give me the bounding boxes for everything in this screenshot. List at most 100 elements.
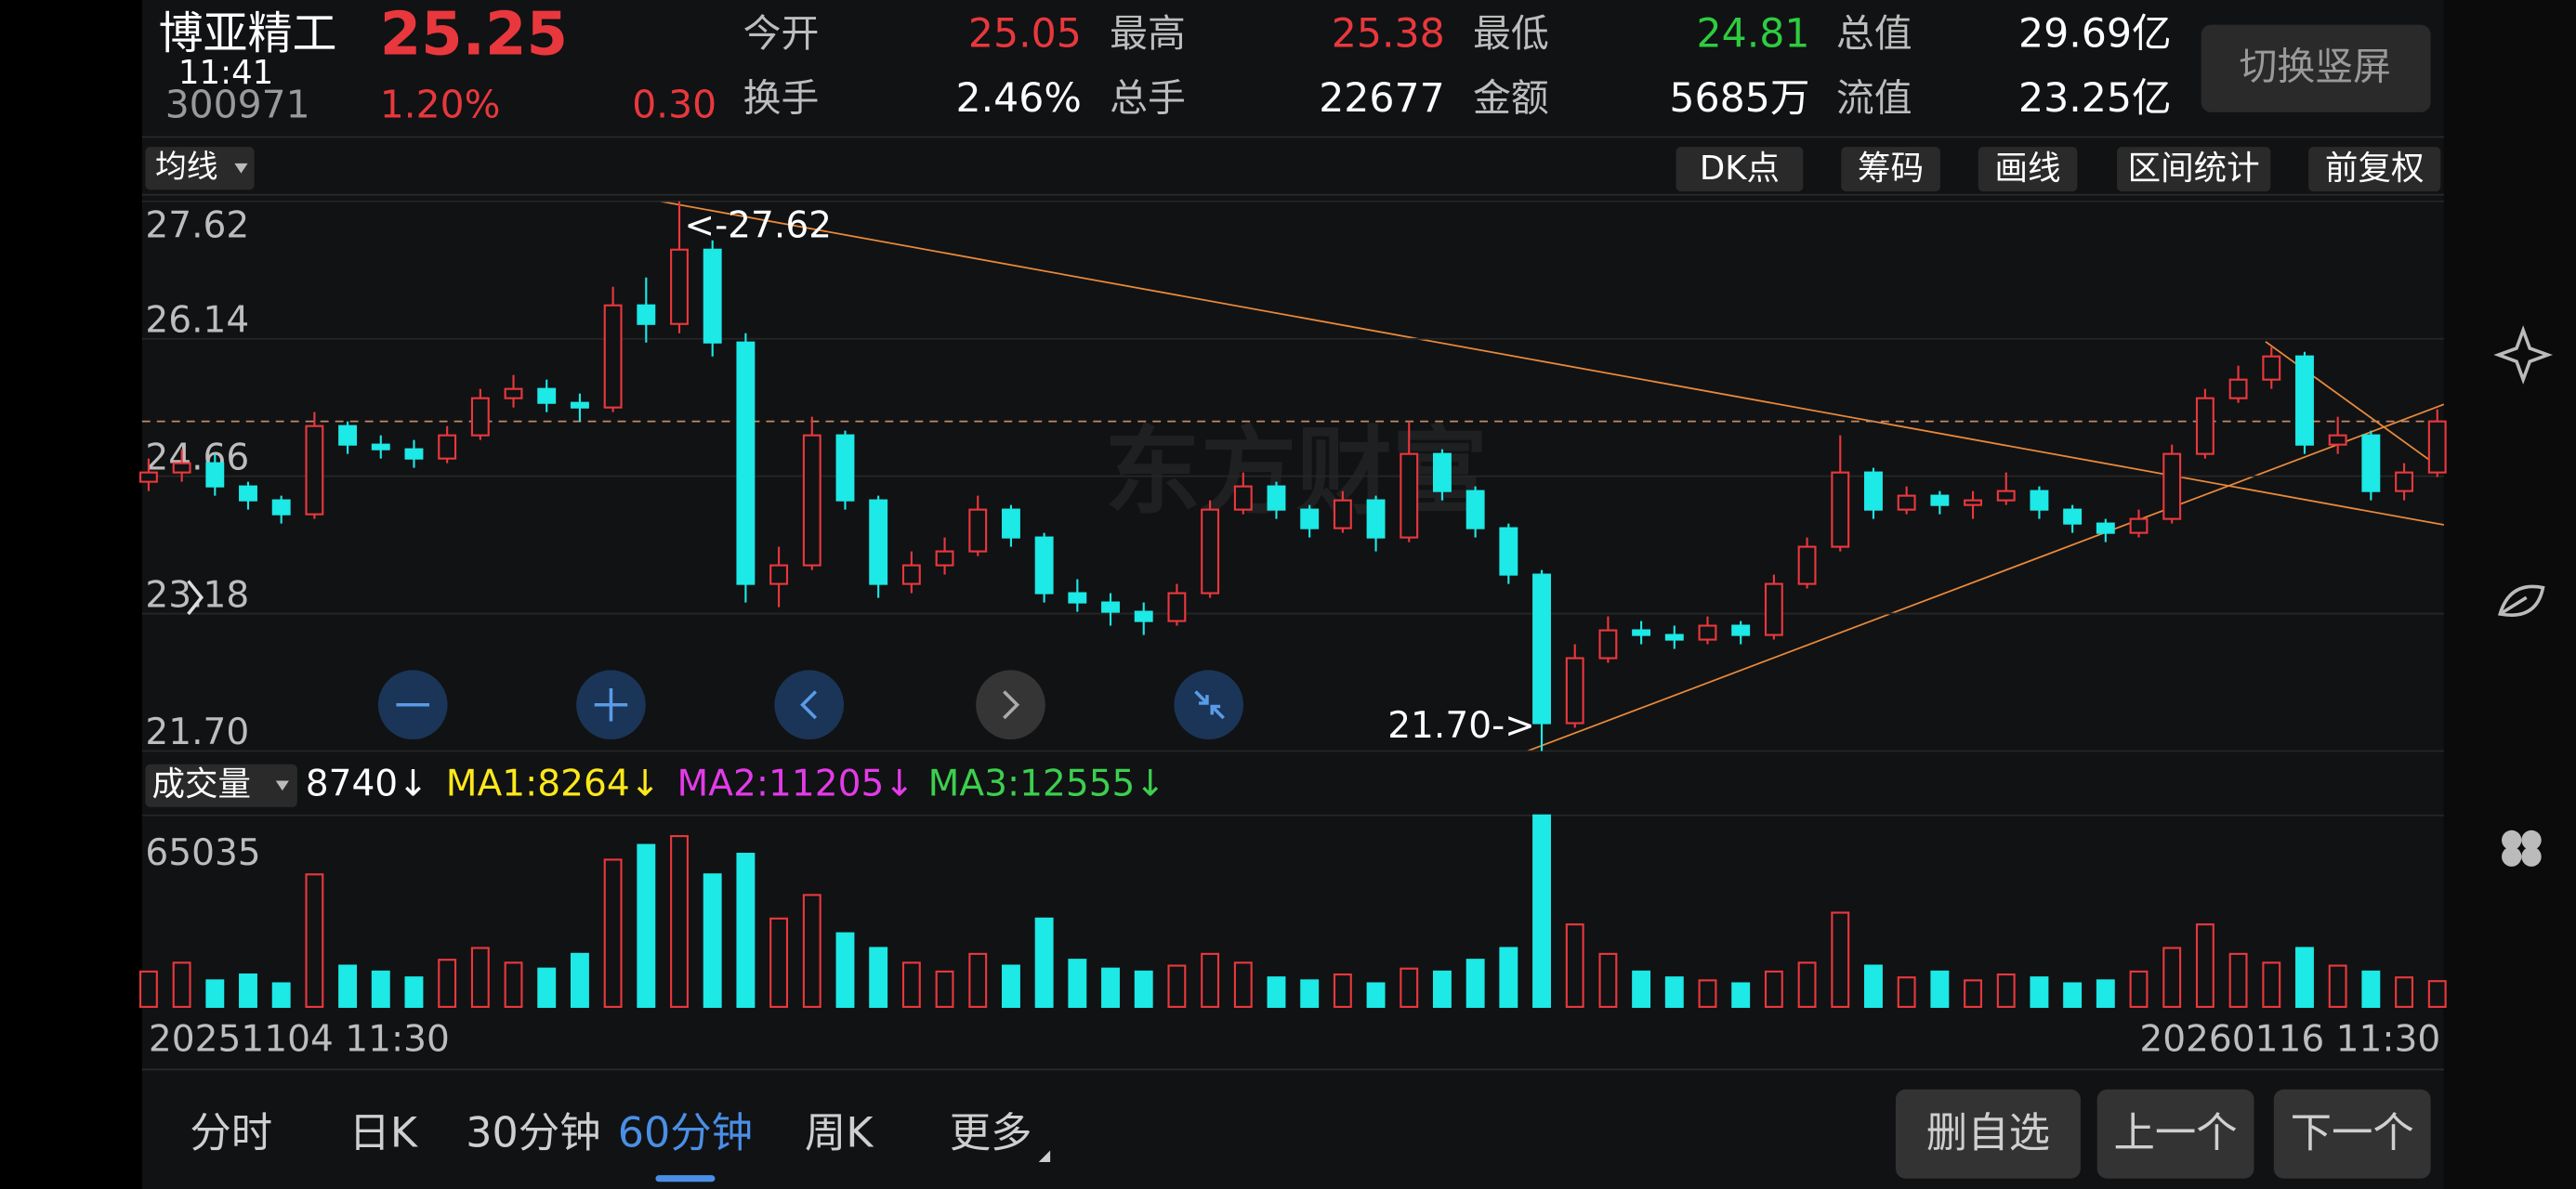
stock-price: 25.25 xyxy=(380,0,568,69)
toolbar-button[interactable] xyxy=(1841,147,1940,192)
toolbar-button-label: 区间统计 xyxy=(2128,150,2260,188)
stock-name: 博亚精工 xyxy=(159,7,337,59)
volume-bar xyxy=(1068,959,1087,1008)
candle-body xyxy=(404,448,424,460)
footer-button[interactable] xyxy=(1895,1089,2081,1179)
volume-bar xyxy=(1465,959,1485,1008)
sparkle-icon[interactable] xyxy=(2493,325,2553,385)
footer-button[interactable] xyxy=(2273,1089,2431,1179)
volume-bar xyxy=(935,970,954,1008)
indicator-button[interactable] xyxy=(145,147,255,190)
stat-value: 25.38 xyxy=(1332,11,1445,58)
toolbar-button[interactable] xyxy=(2308,147,2441,192)
candle-body xyxy=(239,485,257,502)
change-amount: 0.30 xyxy=(632,82,716,126)
candle-body xyxy=(637,304,656,325)
footer-button[interactable] xyxy=(2096,1089,2254,1179)
volume-bar xyxy=(1134,970,1153,1008)
volume-bar xyxy=(1897,976,1916,1008)
period-tab[interactable]: 更多 xyxy=(950,1110,1032,1157)
volume-bar xyxy=(2195,923,2215,1008)
candle-body xyxy=(2262,355,2281,381)
candle-body xyxy=(2195,397,2215,455)
volume-bar xyxy=(670,835,689,1008)
toolbar-button[interactable] xyxy=(2117,147,2271,192)
zoom-control[interactable] xyxy=(976,670,1045,740)
volume-bar xyxy=(2030,976,2049,1008)
watermark: 东方财富 xyxy=(1105,417,1488,529)
change-percent: 1.20% xyxy=(380,82,501,126)
candle-body xyxy=(1532,573,1551,725)
volume-bar xyxy=(1333,973,1352,1008)
stat-label: 金额 xyxy=(1473,75,1549,120)
collapse-icon xyxy=(1194,690,1225,720)
toolbar-button-label: 前复权 xyxy=(2325,150,2425,188)
volume-bar xyxy=(869,947,888,1008)
trend-line xyxy=(660,200,2445,526)
volume-bar xyxy=(1101,967,1120,1008)
left-icon xyxy=(800,690,818,720)
candle-body xyxy=(1996,490,2016,502)
volume-bar xyxy=(2228,952,2248,1008)
volume-bar xyxy=(736,853,756,1008)
volume-bar xyxy=(1432,970,1452,1008)
footer-button-label: 上一个 xyxy=(2113,1110,2237,1157)
trend-line xyxy=(1527,403,2445,752)
toolbar-button[interactable] xyxy=(1676,147,1804,192)
candle-body xyxy=(438,434,457,460)
candle-body xyxy=(1333,499,1352,529)
volume-indicator-button[interactable] xyxy=(145,764,297,807)
volume-bar xyxy=(470,947,490,1008)
stat-value: 5685万 xyxy=(1669,75,1809,122)
candle-body xyxy=(2096,522,2115,534)
candle-body xyxy=(172,462,191,474)
volume-bar xyxy=(205,979,225,1008)
y-tick-label: 26.14 xyxy=(145,299,249,341)
zoom-control[interactable] xyxy=(1174,670,1244,740)
volume-bar xyxy=(2162,947,2182,1008)
low-annotation: 21.70-> xyxy=(1387,705,1535,747)
leaf-icon[interactable] xyxy=(2497,584,2545,617)
volume-bar xyxy=(1632,970,1651,1008)
orientation-button[interactable] xyxy=(2201,24,2431,112)
clover-icon[interactable] xyxy=(2502,830,2542,867)
volume-bar xyxy=(570,952,589,1008)
candle-body xyxy=(835,434,855,502)
candle-body xyxy=(1565,657,1584,725)
stock-code: 300971 xyxy=(165,82,310,126)
volume-bar xyxy=(1864,964,1883,1008)
candle-body xyxy=(1167,592,1187,622)
candle-body xyxy=(935,550,954,567)
volume-bar xyxy=(968,952,988,1008)
volume-bar xyxy=(2295,947,2314,1008)
volume-bar xyxy=(802,894,821,1008)
expand-arrow xyxy=(187,580,204,616)
candle-body xyxy=(869,499,888,585)
candle-body xyxy=(901,564,921,585)
zoom-control[interactable] xyxy=(774,670,845,740)
volume-legend: 8740↓ xyxy=(306,763,428,804)
more-arrow xyxy=(1038,1150,1051,1162)
toolbar-button[interactable] xyxy=(1978,147,2078,192)
stat-value: 24.81 xyxy=(1696,11,1809,58)
period-tab[interactable]: 分时 xyxy=(190,1110,272,1157)
volume-bar xyxy=(2427,980,2447,1008)
volume-bar xyxy=(537,967,557,1008)
candle-body xyxy=(271,499,291,516)
volume-bar xyxy=(1532,814,1551,1008)
period-tab[interactable]: 日K xyxy=(348,1110,418,1157)
candle-body xyxy=(2395,471,2413,492)
y-tick-label: 21.70 xyxy=(145,712,249,753)
volume-bar xyxy=(2361,970,2381,1008)
orientation-button-label: 切换竖屏 xyxy=(2240,45,2391,89)
toolbar-button-label: 筹码 xyxy=(1858,150,1924,188)
period-tab[interactable]: 60分钟 xyxy=(618,1110,753,1157)
candle-body xyxy=(1731,624,1751,636)
period-tab[interactable]: 周K xyxy=(805,1110,874,1157)
volume-legend: MA1:8264↓ xyxy=(446,763,661,804)
stat-label: 总手 xyxy=(1110,75,1186,120)
period-tab[interactable]: 30分钟 xyxy=(466,1110,600,1157)
high-annotation: <-27.62 xyxy=(684,205,832,247)
volume-bar xyxy=(271,982,291,1008)
